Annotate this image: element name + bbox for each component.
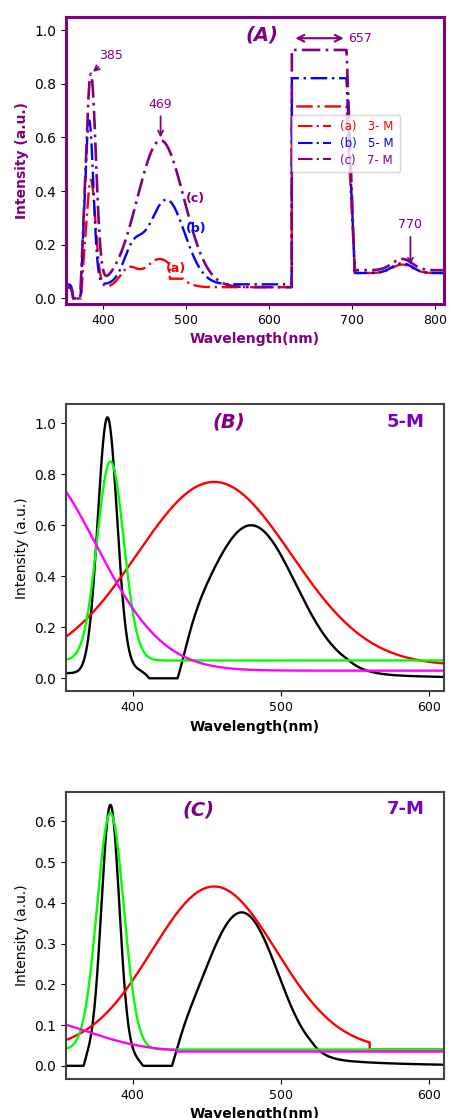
Text: (b): (b): [187, 222, 207, 235]
Text: (a): (a): [166, 262, 186, 275]
Legend: (a)   3- M, (b)   5- M, (c)   7- M: (a) 3- M, (b) 5- M, (c) 7- M: [292, 114, 400, 172]
Text: (c): (c): [187, 192, 206, 205]
Y-axis label: Intensity (a.u.): Intensity (a.u.): [15, 884, 29, 986]
X-axis label: Wavelength(nm): Wavelength(nm): [190, 1107, 320, 1118]
Text: 7-M: 7-M: [387, 800, 425, 818]
Text: (B): (B): [212, 413, 245, 432]
Text: (A): (A): [246, 26, 279, 45]
X-axis label: Wavelength(nm): Wavelength(nm): [190, 332, 320, 347]
Y-axis label: Intensity (a.u.): Intensity (a.u.): [15, 102, 29, 219]
Text: 385: 385: [95, 49, 123, 70]
Text: 5-M: 5-M: [387, 413, 425, 430]
X-axis label: Wavelength(nm): Wavelength(nm): [190, 720, 320, 733]
Text: 770: 770: [399, 218, 422, 263]
Text: 469: 469: [149, 97, 172, 135]
Y-axis label: Intensity (a.u.): Intensity (a.u.): [15, 498, 29, 598]
Text: 657: 657: [348, 31, 372, 45]
Text: (C): (C): [182, 800, 214, 819]
